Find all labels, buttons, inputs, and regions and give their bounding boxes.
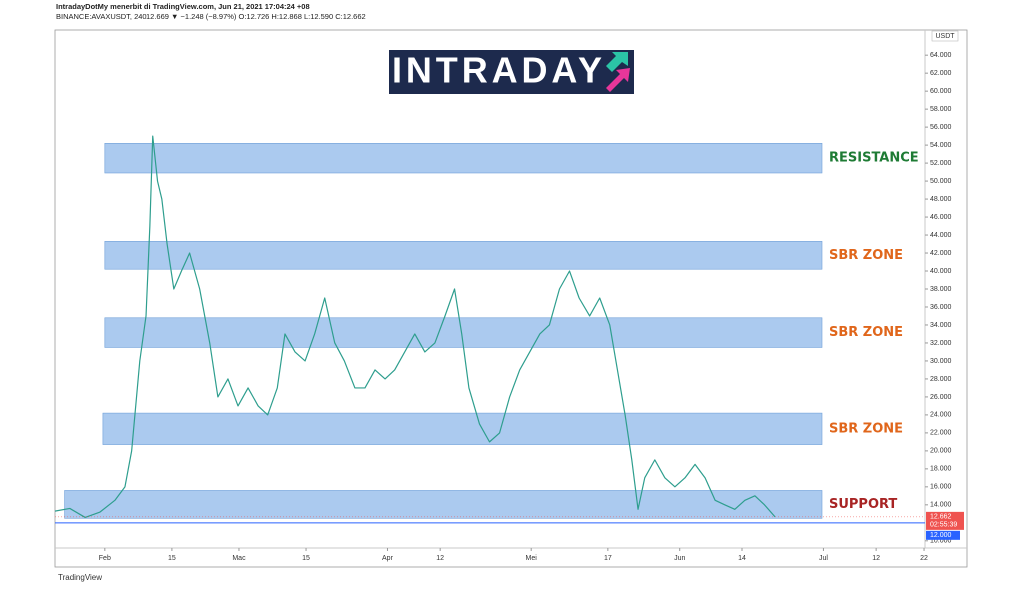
y-tick-label: 24.000	[930, 412, 952, 419]
last-price-bg	[926, 511, 964, 530]
logo: INTRADAY	[389, 50, 634, 94]
x-tick-label: 12	[436, 555, 444, 562]
y-tick-label: 36.000	[930, 304, 952, 311]
y-tick-label: 32.000	[930, 340, 952, 347]
y-tick-label: 18.000	[930, 466, 952, 473]
quote: 12.669 ▼ −1.248 (−8.97%) O:12.726 H:12.8…	[146, 12, 366, 21]
x-tick-label: 12	[872, 555, 880, 562]
y-tick-label: 46.000	[930, 214, 952, 221]
logo-text: INTRADAY	[392, 50, 602, 91]
y-tick-label: 22.000	[930, 430, 952, 437]
zone-label: SBR ZONE	[829, 248, 903, 263]
zone	[64, 490, 823, 519]
logo-arrow	[606, 52, 628, 72]
y-tick-label: 44.000	[930, 232, 952, 239]
x-tick-label: Mei	[526, 555, 538, 562]
y-tick-label: 52.000	[930, 160, 952, 167]
publisher: IntradayDotMy menerbit di TradingView.co…	[56, 2, 310, 11]
x-tick-label: 14	[738, 555, 746, 562]
x-tick-label: 15	[302, 555, 310, 562]
zone-label: RESISTANCE	[829, 151, 919, 166]
y-tick-label: 20.000	[930, 448, 952, 455]
y-tick-label: 56.000	[930, 124, 952, 131]
x-tick-label: Apr	[382, 555, 394, 562]
y-tick-label: 62.000	[930, 70, 952, 77]
zone-label: SUPPORT	[829, 497, 897, 512]
price-line	[54, 135, 776, 519]
x-tick-label: 22	[920, 555, 928, 562]
y-tick-label: 60.000	[930, 88, 952, 95]
alert-label-bg	[926, 530, 960, 540]
zone	[104, 241, 823, 270]
x-tick-label: Jul	[819, 555, 828, 562]
currency-box	[931, 30, 959, 42]
y-tick-label: 50.000	[930, 178, 952, 185]
y-tick-label: 38.000	[930, 286, 952, 293]
y-tick-label: 58.000	[930, 106, 952, 113]
y-tick-label: 16.000	[930, 484, 952, 491]
y-tick-label: 30.000	[930, 358, 952, 365]
countdown: 02:55:39	[930, 522, 957, 529]
zone	[104, 143, 823, 174]
currency: USDT	[935, 33, 955, 40]
x-tick-label: Mac	[232, 555, 246, 562]
zone-label: SBR ZONE	[829, 421, 903, 436]
y-tick-label: 64.000	[930, 52, 952, 59]
y-tick-label: 26.000	[930, 394, 952, 401]
y-tick-label: 14.000	[930, 502, 952, 509]
y-tick-label: 28.000	[930, 376, 952, 383]
last-price-label: 12.662	[930, 514, 952, 521]
y-tick-label: 40.000	[930, 268, 952, 275]
footer: TradingView	[58, 573, 102, 582]
frame	[54, 29, 968, 568]
logo-arrow	[606, 68, 630, 92]
y-tick-label: 42.000	[930, 250, 952, 257]
y-tick-label: 10.000	[930, 538, 952, 545]
x-tick-label: 15	[168, 555, 176, 562]
y-tick-label: 48.000	[930, 196, 952, 203]
x-tick-label: Feb	[99, 555, 111, 562]
alert-label: 12.000	[930, 532, 952, 539]
y-tick-label: 54.000	[930, 142, 952, 149]
y-tick-label: 34.000	[930, 322, 952, 329]
x-tick-label: 17	[604, 555, 612, 562]
zone	[102, 412, 823, 445]
x-tick-label: Jun	[674, 555, 685, 562]
symbol: BINANCE:AVAXUSDT, 240	[56, 12, 147, 21]
logo-bg	[389, 50, 634, 94]
zone-label: SBR ZONE	[829, 325, 903, 340]
